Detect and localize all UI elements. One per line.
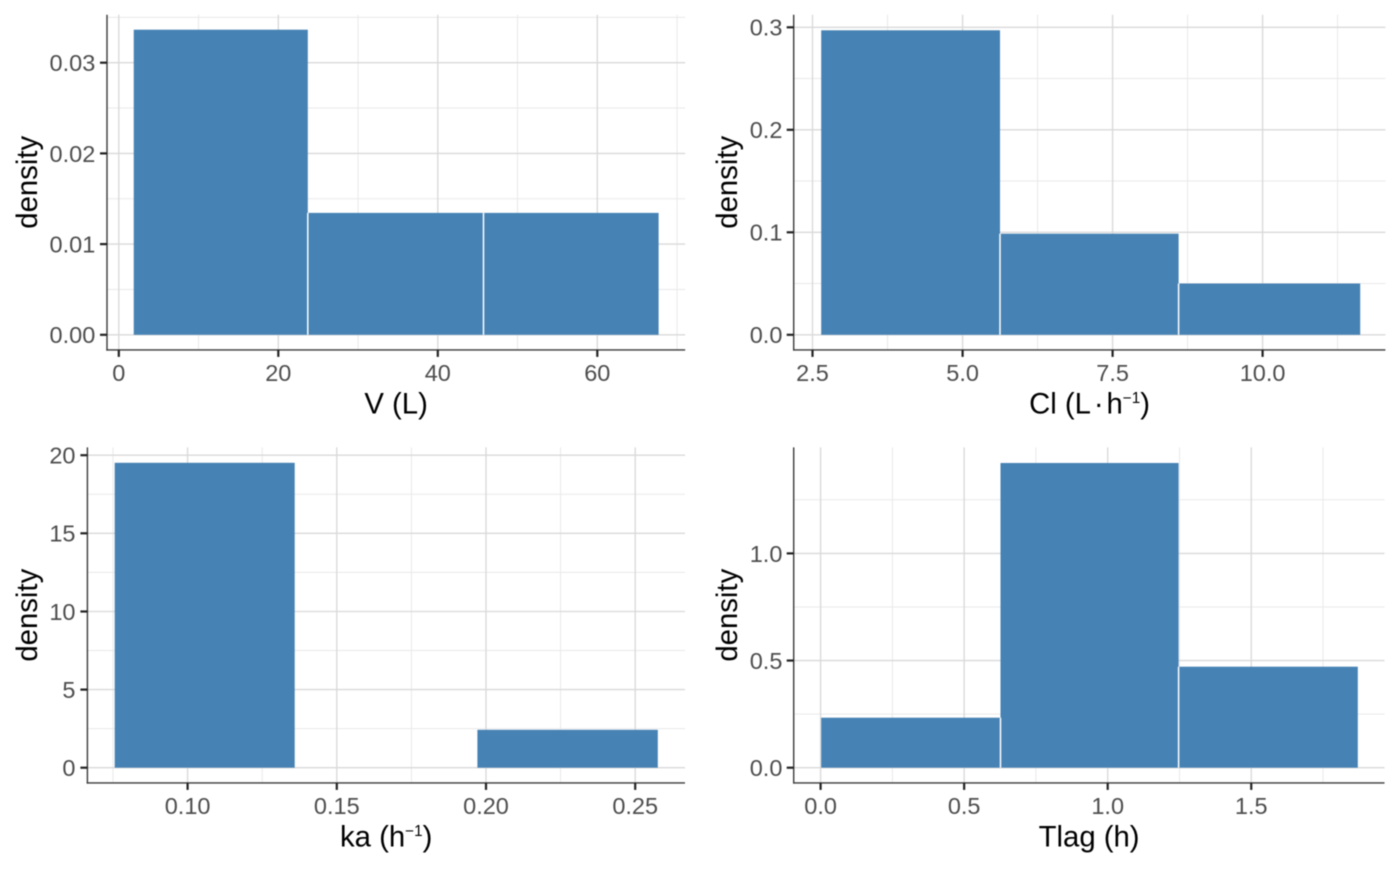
svg-text:1.0: 1.0 — [750, 541, 783, 567]
svg-text:0.5: 0.5 — [750, 648, 783, 674]
svg-text:0.0: 0.0 — [750, 755, 783, 781]
svg-text:40: 40 — [425, 360, 451, 386]
svg-text:0: 0 — [62, 755, 75, 781]
svg-text:density: density — [711, 568, 744, 661]
svg-text:0.02: 0.02 — [50, 141, 96, 167]
svg-text:density: density — [711, 136, 744, 229]
svg-text:10: 10 — [49, 599, 75, 625]
svg-text:0.10: 0.10 — [165, 793, 211, 819]
svg-text:Tlag (h): Tlag (h) — [1039, 821, 1140, 854]
svg-text:20: 20 — [265, 360, 291, 386]
svg-text:0.20: 0.20 — [463, 793, 509, 819]
svg-text:60: 60 — [584, 360, 610, 386]
svg-text:7.5: 7.5 — [1096, 360, 1129, 386]
svg-text:0.0: 0.0 — [804, 793, 837, 819]
svg-text:0.5: 0.5 — [948, 793, 981, 819]
svg-text:0.01: 0.01 — [50, 232, 96, 258]
svg-text:15: 15 — [49, 521, 75, 547]
svg-text:20: 20 — [49, 443, 75, 469]
svg-text:0.0: 0.0 — [750, 322, 783, 348]
svg-text:1.0: 1.0 — [1091, 793, 1124, 819]
svg-text:density: density — [11, 136, 44, 229]
svg-text:0.3: 0.3 — [750, 15, 783, 41]
svg-text:0.03: 0.03 — [50, 50, 96, 76]
svg-text:density: density — [11, 568, 44, 661]
svg-text:5: 5 — [62, 677, 75, 703]
svg-text:0.15: 0.15 — [314, 793, 360, 819]
svg-text:0.2: 0.2 — [750, 117, 783, 143]
svg-text:V (L): V (L) — [364, 388, 428, 421]
svg-text:0.25: 0.25 — [612, 793, 658, 819]
svg-text:5.0: 5.0 — [946, 360, 979, 386]
svg-text:2.5: 2.5 — [796, 360, 829, 386]
svg-text:0.00: 0.00 — [50, 322, 96, 348]
svg-text:1.5: 1.5 — [1235, 793, 1268, 819]
svg-text:10.0: 10.0 — [1240, 360, 1286, 386]
svg-text:0: 0 — [112, 360, 125, 386]
svg-text:Cl (L·h−1): Cl (L·h−1) — [1029, 388, 1150, 421]
svg-text:0.1: 0.1 — [750, 220, 783, 246]
